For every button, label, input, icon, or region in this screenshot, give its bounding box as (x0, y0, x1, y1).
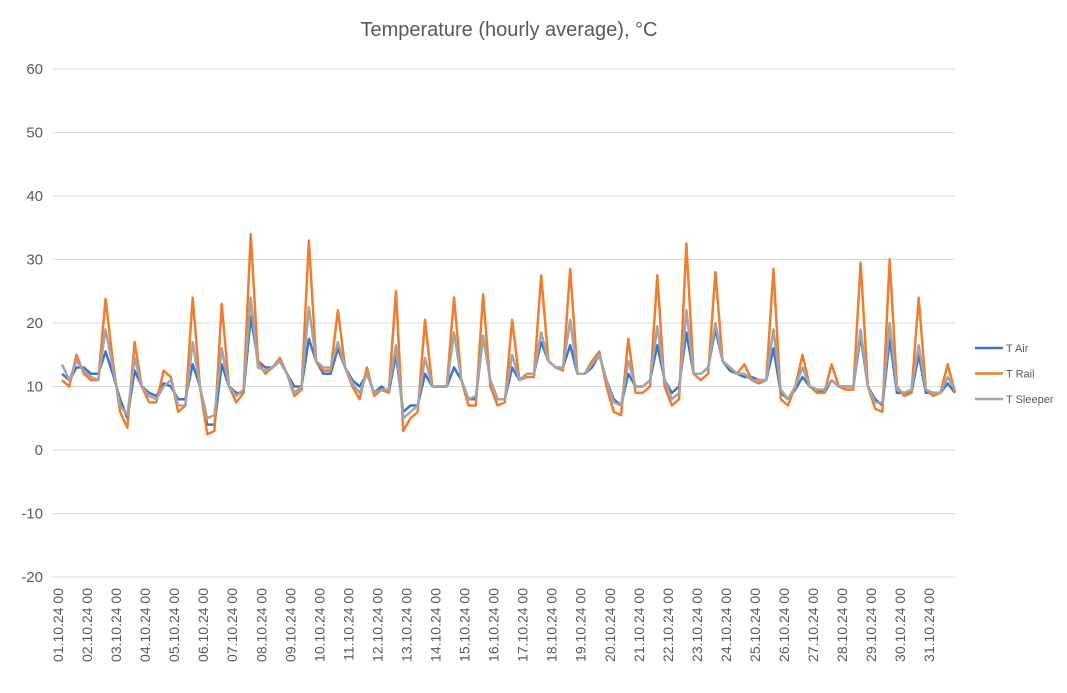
x-tick-label: 29.10.24 00 (863, 588, 879, 662)
x-tick-label: 27.10.24 00 (805, 588, 821, 662)
y-tick-label: -20 (21, 569, 43, 586)
x-tick-label: 17.10.24 00 (515, 588, 531, 662)
chart-title: Temperature (hourly average), °C (360, 19, 657, 41)
x-tick-label: 18.10.24 00 (544, 588, 560, 662)
x-tick-label: 31.10.24 00 (921, 588, 937, 662)
y-tick-label: -10 (21, 506, 43, 523)
series-line (61, 232, 957, 436)
legend-label: T Rail (1006, 369, 1035, 381)
x-tick-label: 24.10.24 00 (718, 588, 734, 662)
y-tick-label: 30 (26, 252, 43, 269)
x-tick-label: 10.10.24 00 (311, 588, 327, 662)
x-tick-label: 12.10.24 00 (369, 588, 385, 662)
y-tick-label: 40 (26, 188, 43, 205)
x-tick-label: 09.10.24 00 (282, 588, 298, 662)
x-tick-label: 07.10.24 00 (224, 588, 240, 662)
x-tick-label: 05.10.24 00 (166, 588, 182, 662)
x-tick-label: 19.10.24 00 (573, 588, 589, 662)
x-tick-label: 01.10.24 00 (50, 588, 66, 662)
x-tick-label: 13.10.24 00 (398, 588, 414, 662)
x-tick-label: 25.10.24 00 (747, 588, 763, 662)
x-tick-label: 11.10.24 00 (340, 588, 356, 661)
y-tick-label: 60 (26, 61, 43, 78)
x-tick-label: 02.10.24 00 (79, 588, 95, 662)
x-tick-label: 04.10.24 00 (137, 588, 153, 662)
x-tick-label: 22.10.24 00 (660, 588, 676, 662)
x-tick-label: 26.10.24 00 (776, 588, 792, 662)
x-tick-label: 16.10.24 00 (486, 588, 502, 662)
y-tick-label: 20 (26, 315, 43, 332)
y-tick-label: 10 (26, 379, 43, 396)
x-tick-label: 21.10.24 00 (631, 588, 647, 662)
x-tick-label: 20.10.24 00 (602, 588, 618, 662)
x-tick-label: 28.10.24 00 (834, 588, 850, 662)
y-tick-label: 0 (35, 442, 43, 459)
x-tick-label: 23.10.24 00 (689, 588, 705, 662)
legend-label: T Sleeper (1006, 394, 1054, 406)
series-line (60, 296, 957, 420)
x-tick-label: 06.10.24 00 (195, 588, 211, 662)
x-tick-label: 03.10.24 00 (108, 588, 124, 662)
legend-label: T Air (1006, 343, 1029, 355)
x-tick-label: 08.10.24 00 (253, 588, 269, 662)
x-tick-label: 30.10.24 00 (892, 588, 908, 662)
x-tick-label: 15.10.24 00 (457, 588, 473, 662)
x-tick-label: 14.10.24 00 (428, 588, 444, 662)
y-tick-label: 50 (26, 125, 43, 142)
